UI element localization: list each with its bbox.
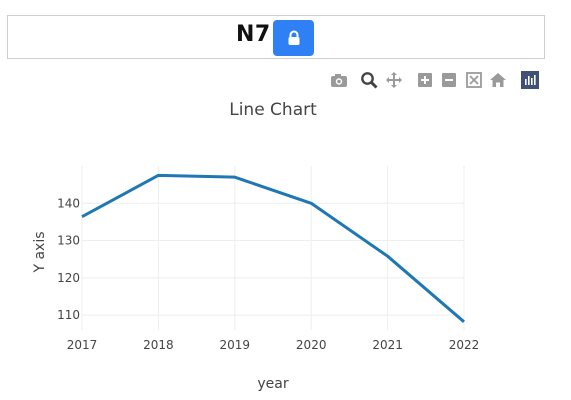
x-tick-label: 2019 xyxy=(220,338,251,352)
x-tick-label: 2020 xyxy=(296,338,327,352)
x-tick-label: 2022 xyxy=(449,338,480,352)
x-tick-label: 2018 xyxy=(143,338,174,352)
y-tick-label: 120 xyxy=(57,271,80,285)
series-line-group xyxy=(82,175,464,321)
series-line xyxy=(82,175,464,321)
x-tick-label: 2017 xyxy=(67,338,98,352)
x-tick-label: 2021 xyxy=(372,338,403,352)
x-tick-labels: 2017 2018 2019 2020 2021 2022 xyxy=(67,338,480,352)
x-axis-label: year xyxy=(257,376,288,392)
y-tick-label: 140 xyxy=(57,196,80,210)
y-axis-label: Y axis xyxy=(32,231,48,273)
y-tick-label: 110 xyxy=(57,308,80,322)
y-tick-label: 130 xyxy=(57,234,80,248)
y-tick-labels: 110 120 130 140 xyxy=(57,196,80,322)
